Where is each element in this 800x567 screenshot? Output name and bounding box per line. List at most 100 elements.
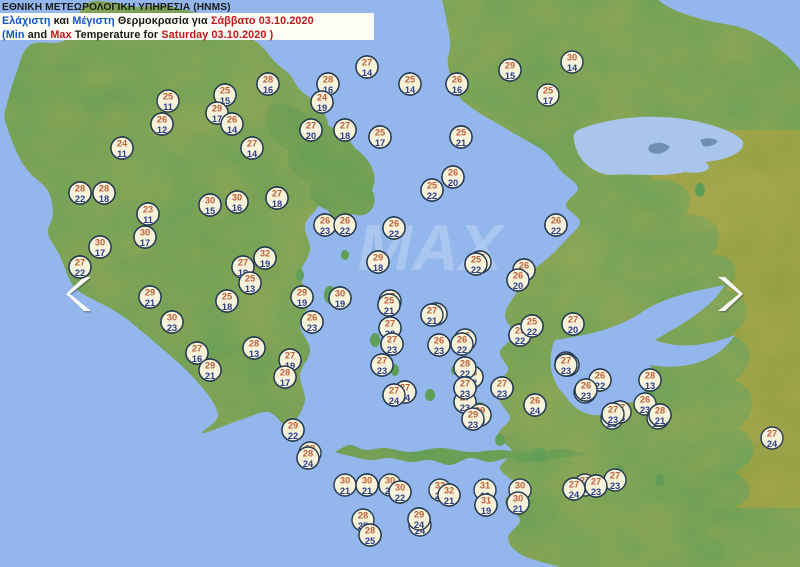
svg-text:19: 19: [260, 259, 270, 269]
svg-text:27: 27: [306, 121, 316, 131]
svg-text:25: 25: [543, 86, 553, 96]
svg-text:27: 27: [591, 477, 601, 487]
svg-text:28: 28: [280, 368, 290, 378]
svg-text:26: 26: [448, 168, 458, 178]
svg-text:22: 22: [75, 268, 85, 278]
svg-text:26: 26: [513, 271, 523, 281]
svg-text:24: 24: [414, 520, 425, 530]
svg-text:20: 20: [513, 281, 523, 291]
svg-text:23: 23: [608, 415, 618, 425]
svg-text:28: 28: [655, 406, 665, 416]
svg-text:26: 26: [551, 216, 561, 226]
svg-text:28: 28: [303, 449, 313, 459]
svg-text:13: 13: [245, 284, 255, 294]
svg-text:21: 21: [384, 306, 394, 316]
svg-text:24: 24: [389, 396, 400, 406]
svg-text:24: 24: [767, 439, 778, 449]
svg-text:14: 14: [247, 149, 258, 159]
svg-text:25: 25: [456, 128, 466, 138]
svg-text:15: 15: [505, 71, 515, 81]
svg-text:31: 31: [480, 481, 490, 491]
svg-text:13: 13: [645, 381, 655, 391]
svg-text:28: 28: [645, 371, 655, 381]
svg-text:22: 22: [527, 327, 537, 337]
svg-text:29: 29: [212, 104, 222, 114]
svg-text:24: 24: [317, 93, 328, 103]
svg-text:29: 29: [414, 510, 424, 520]
svg-text:25: 25: [245, 274, 255, 284]
svg-text:21: 21: [655, 416, 665, 426]
svg-text:17: 17: [543, 96, 553, 106]
svg-text:30: 30: [205, 196, 215, 206]
svg-text:14: 14: [567, 63, 578, 73]
svg-text:22: 22: [395, 493, 405, 503]
svg-text:22: 22: [471, 265, 481, 275]
svg-text:25: 25: [527, 317, 537, 327]
svg-text:18: 18: [99, 194, 109, 204]
svg-text:25: 25: [427, 181, 437, 191]
svg-text:30: 30: [232, 193, 242, 203]
svg-text:23: 23: [387, 345, 397, 355]
svg-text:23: 23: [610, 481, 620, 491]
svg-text:18: 18: [340, 131, 350, 141]
svg-text:23: 23: [320, 226, 330, 236]
svg-text:28: 28: [99, 184, 109, 194]
svg-text:31: 31: [481, 496, 491, 506]
svg-text:27: 27: [272, 189, 282, 199]
svg-text:25: 25: [163, 92, 173, 102]
svg-text:16: 16: [232, 203, 242, 213]
svg-text:24: 24: [569, 490, 580, 500]
svg-text:27: 27: [385, 319, 395, 329]
svg-text:18: 18: [373, 263, 383, 273]
svg-text:22: 22: [457, 345, 467, 355]
svg-text:22: 22: [389, 229, 399, 239]
svg-text:27: 27: [362, 58, 372, 68]
svg-text:17: 17: [280, 378, 290, 388]
svg-text:22: 22: [427, 191, 437, 201]
svg-text:18: 18: [272, 199, 282, 209]
svg-text:19: 19: [335, 299, 345, 309]
svg-text:29: 29: [145, 288, 155, 298]
svg-text:21: 21: [513, 504, 523, 514]
svg-text:21: 21: [427, 316, 437, 326]
svg-text:16: 16: [192, 354, 202, 364]
svg-text:26: 26: [307, 313, 317, 323]
svg-text:27: 27: [767, 429, 777, 439]
svg-text:19: 19: [317, 103, 327, 113]
svg-text:19: 19: [481, 506, 491, 516]
svg-text:32: 32: [444, 486, 454, 496]
svg-text:22: 22: [288, 431, 298, 441]
svg-text:26: 26: [227, 115, 237, 125]
svg-text:28: 28: [358, 511, 368, 521]
svg-text:30: 30: [335, 289, 345, 299]
svg-text:21: 21: [340, 486, 350, 496]
svg-text:23: 23: [167, 323, 177, 333]
svg-text:14: 14: [362, 68, 373, 78]
svg-text:30: 30: [567, 53, 577, 63]
svg-text:27: 27: [497, 379, 507, 389]
svg-text:20: 20: [448, 178, 458, 188]
svg-text:25: 25: [405, 75, 415, 85]
svg-text:11: 11: [117, 149, 127, 159]
svg-text:11: 11: [143, 215, 153, 225]
svg-text:30: 30: [395, 483, 405, 493]
svg-text:23: 23: [468, 420, 478, 430]
svg-text:26: 26: [434, 336, 444, 346]
svg-text:23: 23: [581, 391, 591, 401]
svg-text:30: 30: [340, 476, 350, 486]
svg-text:21: 21: [145, 298, 155, 308]
svg-text:27: 27: [460, 379, 470, 389]
svg-text:27: 27: [340, 121, 350, 131]
svg-text:26: 26: [457, 335, 467, 345]
svg-text:27: 27: [75, 258, 85, 268]
svg-text:17: 17: [140, 238, 150, 248]
svg-text:14: 14: [405, 85, 416, 95]
svg-text:23: 23: [143, 205, 153, 215]
svg-text:20: 20: [568, 325, 578, 335]
svg-text:23: 23: [497, 389, 507, 399]
svg-text:27: 27: [561, 356, 571, 366]
svg-text:29: 29: [205, 361, 215, 371]
svg-text:25: 25: [220, 86, 230, 96]
svg-text:30: 30: [167, 313, 177, 323]
svg-text:24: 24: [117, 139, 128, 149]
